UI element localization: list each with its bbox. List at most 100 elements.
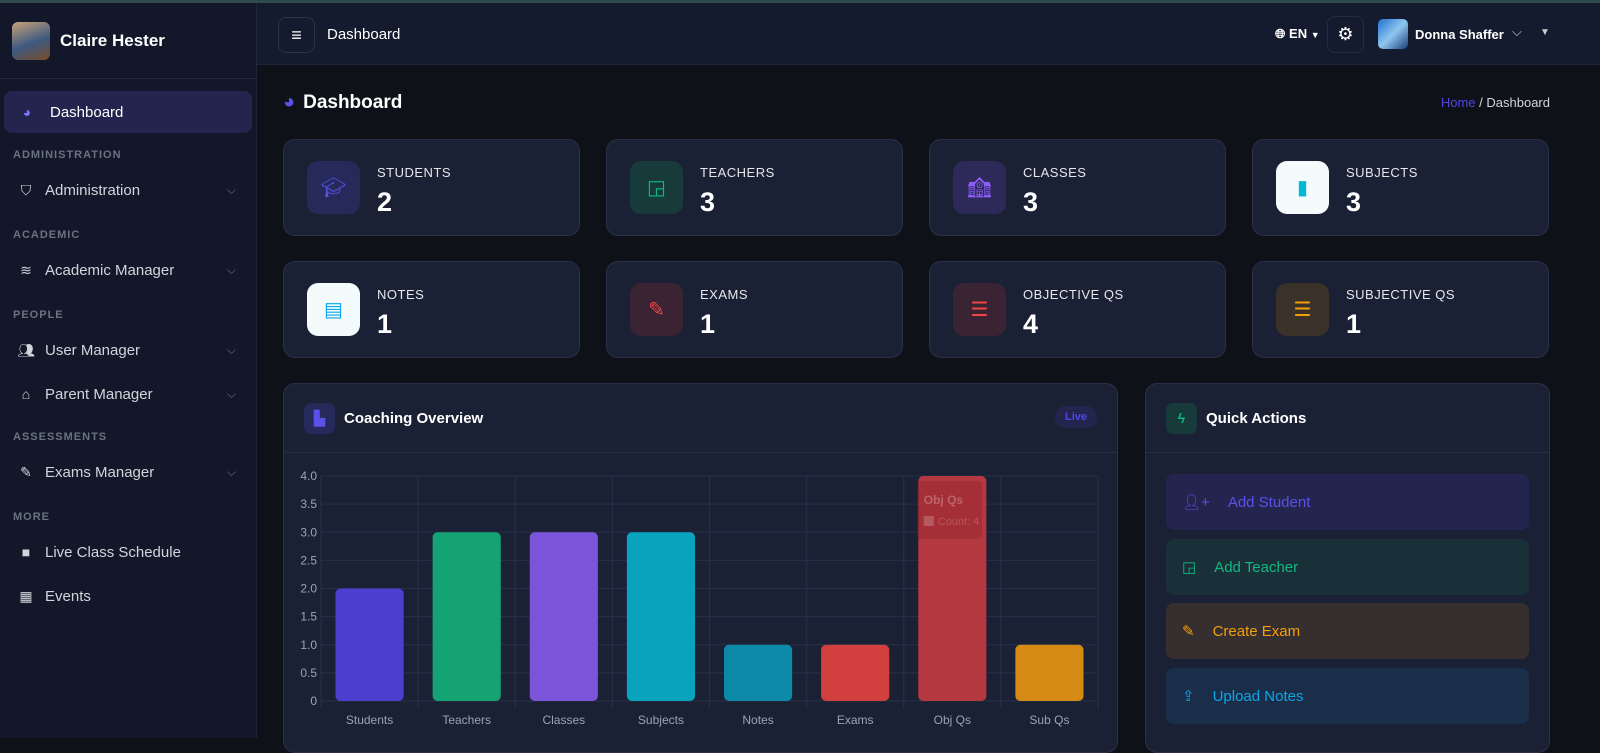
stat-value: 2: [377, 187, 393, 217]
sidebar-item-dashboard[interactable]: ◕ Dashboard: [4, 91, 252, 133]
section-administration: ADMINISTRATION: [13, 149, 122, 161]
stat-label: OBJECTIVE QS: [1023, 287, 1124, 302]
coaching-overview-panel: ▙ Coaching Overview Live 0 0.5 1.0 1.5 2.0 2.5…: [283, 383, 1118, 753]
bar-exams[interactable]: [821, 644, 890, 701]
sidebar: Claire Hester ◕ Dashboard ADMINISTRATION…: [0, 3, 257, 738]
add-student-button[interactable]: 👤︎+ Add Student: [1166, 474, 1529, 530]
stat-label: SUBJECTIVE QS: [1346, 287, 1456, 302]
shield-icon: ⛉: [20, 181, 32, 198]
stat-card-classes[interactable]: 🏫︎ CLASSES 3: [929, 139, 1226, 236]
stat-card-subjects[interactable]: ▮ SUBJECTS 3: [1252, 139, 1549, 236]
y-tick-label: 3.5: [300, 497, 317, 511]
family-icon: ⌂: [21, 386, 31, 402]
add-teacher-button[interactable]: ◲ Add Teacher: [1166, 539, 1529, 595]
x-tick-label: Subjects: [638, 713, 684, 727]
x-tick-label: Exams: [837, 713, 874, 727]
stat-label: CLASSES: [1023, 165, 1087, 180]
sidebar-item-academic-manager[interactable]: ≋ Academic Manager ⌵: [0, 247, 256, 293]
bar-obj-qs[interactable]: [918, 476, 987, 701]
section-assessments: ASSESSMENTS: [13, 431, 108, 443]
upload-notes-button[interactable]: ⇪ Upload Notes: [1166, 668, 1529, 724]
y-tick-label: 0.5: [300, 666, 317, 680]
stat-card-objective-qs[interactable]: ☰ OBJECTIVE QS 4: [929, 261, 1226, 358]
window-top-border: [0, 0, 1600, 3]
y-tick-label: 1.5: [300, 610, 317, 624]
action-label: Upload Notes: [1212, 687, 1304, 705]
brand-name: Claire Hester: [60, 30, 165, 50]
action-label: Create Exam: [1212, 622, 1301, 640]
brand-avatar: [12, 21, 50, 60]
stat-card-exams[interactable]: ✎ EXAMS 1: [606, 261, 903, 358]
bolt-icon: ϟ: [1166, 402, 1197, 434]
bar-classes[interactable]: [529, 532, 598, 701]
section-people: PEOPLE: [13, 309, 64, 321]
chevron-down-icon[interactable]: ⌵: [1512, 24, 1522, 39]
page-title-text: Dashboard: [303, 91, 403, 113]
sidebar-item-live-class-schedule[interactable]: ■ Live Class Schedule: [0, 529, 256, 575]
chevron-down-icon: ⌵: [226, 464, 236, 479]
page-title: ◕ Dashboard: [283, 91, 402, 114]
y-tick-label: 2.5: [300, 553, 317, 567]
breadcrumb-current: Dashboard: [1486, 95, 1550, 110]
create-exam-button[interactable]: ✎ Create Exam: [1166, 603, 1529, 659]
user-plus-icon: 👤︎+: [1182, 494, 1210, 511]
stat-card-teachers[interactable]: ◲ TEACHERS 3: [606, 139, 903, 236]
hamburger-icon: ≡: [291, 24, 302, 45]
language-selector[interactable]: 🌐︎ EN ▼: [1275, 26, 1320, 42]
stat-value: 3: [1023, 187, 1039, 217]
chevron-down-icon: ⌵: [226, 342, 236, 357]
menu-toggle-button[interactable]: ≡: [278, 17, 315, 53]
sidebar-item-label: Dashboard: [50, 103, 124, 121]
panel-title: Quick Actions: [1206, 409, 1307, 427]
stat-card-subjective-qs[interactable]: ☰ SUBJECTIVE QS 1: [1252, 261, 1549, 358]
sidebar-item-parent-manager[interactable]: ⌂ Parent Manager ⌵: [0, 373, 256, 415]
language-label: EN: [1289, 26, 1308, 41]
sidebar-item-label: Academic Manager: [45, 261, 175, 279]
globe-icon: 🌐︎: [1275, 26, 1286, 41]
upload-icon: ⇪: [1182, 688, 1195, 705]
stat-label: EXAMS: [700, 287, 749, 302]
bar-subjects[interactable]: [626, 532, 695, 701]
sidebar-brand[interactable]: Claire Hester: [0, 3, 256, 79]
users-icon: 👥︎: [17, 341, 35, 358]
settings-button[interactable]: ⚙: [1327, 16, 1364, 53]
sidebar-item-label: Administration: [45, 181, 141, 199]
file-pen-icon: ✎: [1182, 623, 1195, 640]
topbar-title: Dashboard: [327, 26, 401, 43]
quick-actions-panel: ϟ Quick Actions 👤︎+ Add Student ◲ Add Teach…: [1145, 383, 1550, 753]
breadcrumb: Home / Dashboard: [1441, 95, 1550, 110]
stat-value: 1: [700, 309, 716, 339]
stat-label: TEACHERS: [700, 165, 775, 180]
stat-card-students[interactable]: 🎓︎ STUDENTS 2: [283, 139, 580, 236]
user-avatar[interactable]: [1378, 19, 1408, 49]
sidebar-item-user-manager[interactable]: 👥︎ User Manager ⌵: [0, 327, 256, 373]
caret-down-icon[interactable]: ▼: [1540, 27, 1550, 38]
stat-value: 3: [1346, 187, 1362, 217]
chevron-down-icon: ⌵: [226, 182, 236, 197]
user-name[interactable]: Donna Shaffer: [1415, 27, 1504, 42]
bar-teachers[interactable]: [432, 532, 501, 701]
bar-students[interactable]: [335, 588, 404, 702]
x-tick-label: Sub Qs: [1029, 713, 1069, 727]
bar-notes[interactable]: [724, 644, 793, 701]
sidebar-item-administration[interactable]: ⛉ Administration ⌵: [0, 167, 256, 213]
bar-chart[interactable]: 0 0.5 1.0 1.5 2.0 2.5 3.0 3.5 4.0 Students Teacher…: [284, 456, 1118, 753]
align-left-icon: ☰: [1276, 283, 1329, 336]
file-text-icon: ▤: [307, 283, 360, 336]
video-icon: ■: [21, 544, 31, 560]
breadcrumb-home-link[interactable]: Home: [1440, 95, 1476, 110]
bar-sub-qs[interactable]: [1015, 644, 1084, 701]
topbar: ≡ Dashboard 🌐︎ EN ▼ ⚙ Donna Shaffer ⌵ ▼: [257, 3, 1600, 65]
layers-icon: ≋: [20, 261, 32, 278]
book-icon: ▮: [1276, 161, 1329, 214]
sidebar-item-label: Live Class Schedule: [45, 543, 181, 561]
sidebar-item-exams-manager[interactable]: ✎ Exams Manager ⌵: [0, 449, 256, 495]
chalkboard-teacher-icon: ◲: [630, 161, 683, 214]
stat-card-notes[interactable]: ▤ NOTES 1: [283, 261, 580, 358]
x-tick-label: Students: [346, 713, 393, 727]
calendar-icon: ▦: [19, 587, 33, 604]
sidebar-item-label: User Manager: [45, 341, 141, 359]
y-tick-label: 0: [310, 694, 317, 708]
sidebar-item-label: Events: [45, 587, 91, 605]
sidebar-item-events[interactable]: ▦ Events: [0, 575, 256, 617]
